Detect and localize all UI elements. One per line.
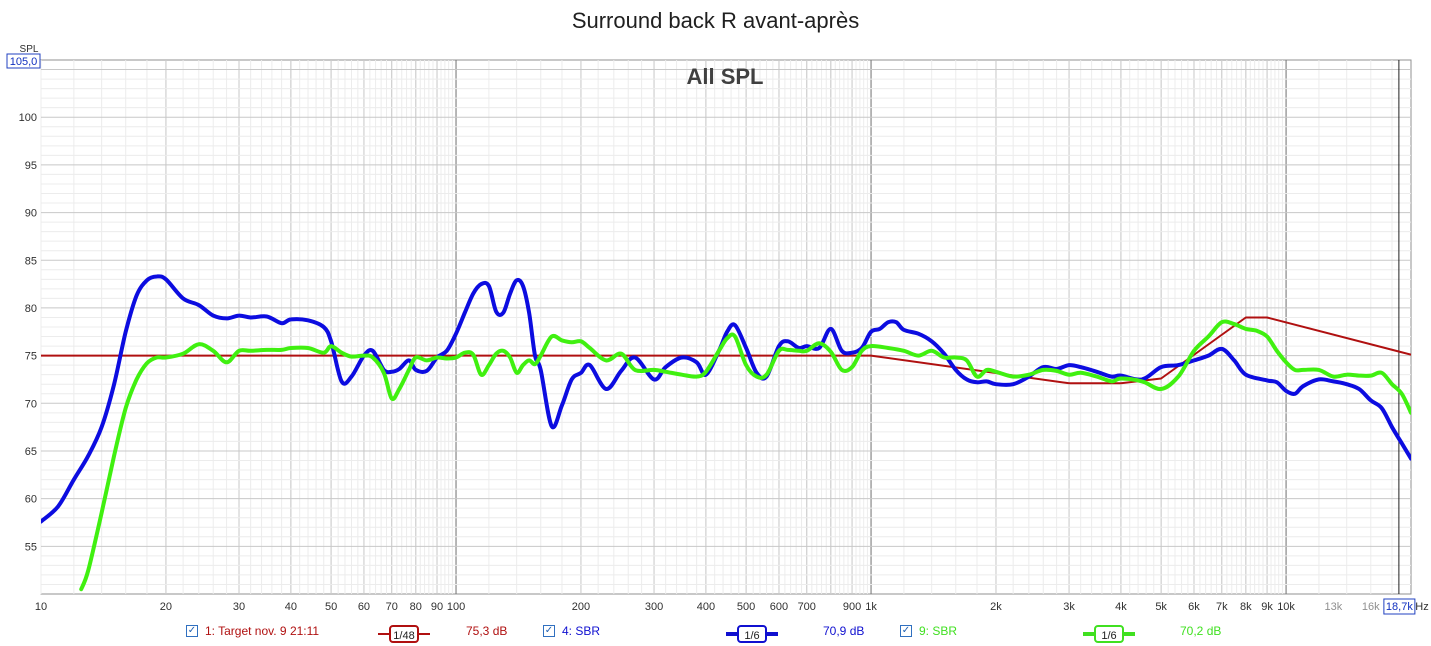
x-tick-label: 10k	[1277, 601, 1295, 613]
y-tick-label: 65	[25, 446, 37, 458]
legend-checkbox[interactable]: ✓	[186, 625, 198, 637]
legend-smoothing-swatch[interactable]: 1/6	[1083, 625, 1135, 643]
y-axis-label: SPL	[20, 44, 39, 55]
chart-watermark: All SPL	[686, 64, 763, 89]
x-tick-label: 200	[572, 601, 590, 613]
legend-smoothing-box	[389, 625, 419, 643]
y-tick-label: 55	[25, 541, 37, 553]
y-tick-label: 85	[25, 255, 37, 267]
legend-label: 1: Target nov. 9 21:11	[205, 624, 320, 638]
x-tick-label: 3k	[1063, 601, 1075, 613]
x-tick-label: 500	[737, 601, 755, 613]
legend-smoothing-box	[737, 625, 767, 643]
y-value-box-text: 105,0	[10, 56, 38, 68]
x-tick-label: 100	[447, 601, 465, 613]
y-tick-label: 90	[25, 208, 37, 220]
x-tick-label: 900	[843, 601, 861, 613]
x-tick-label: 7k	[1216, 601, 1228, 613]
legend-label: 9: SBR	[919, 624, 958, 638]
x-value-box-text: 18,7k	[1386, 601, 1413, 613]
x-tick-label: 13k	[1324, 601, 1342, 613]
x-tick-label: 40	[285, 601, 297, 613]
y-tick-label: 80	[25, 303, 37, 315]
x-tick-label: 90	[431, 601, 443, 613]
x-tick-label: 6k	[1188, 601, 1200, 613]
sbr-after-curve	[79, 319, 1411, 592]
y-tick-label: 75	[25, 351, 37, 363]
x-tick-label: 700	[798, 601, 816, 613]
x-tick-label: 50	[325, 601, 337, 613]
legend-checkbox[interactable]: ✓	[543, 625, 555, 637]
legend-checkbox[interactable]: ✓	[900, 625, 912, 637]
x-tick-label: 4k	[1115, 601, 1127, 613]
x-tick-label: 5k	[1155, 601, 1167, 613]
legend-level: 75,3 dB	[466, 624, 508, 638]
x-tick-label: 60	[358, 601, 370, 613]
legend-smoothing-text: 1/6	[1101, 630, 1116, 642]
x-tick-label: 400	[697, 601, 715, 613]
sbr-before-curve	[41, 274, 1411, 524]
x-tick-label: 8k	[1240, 601, 1252, 613]
legend-smoothing-swatch[interactable]: 1/6	[726, 625, 778, 643]
legend-label: 4: SBR	[562, 624, 601, 638]
legend-smoothing-text: 1/6	[744, 630, 759, 642]
x-tick-label: 9k	[1261, 601, 1273, 613]
x-tick-label: 30	[233, 601, 245, 613]
chart-title: Surround back R avant-après	[571, 8, 860, 33]
legend-smoothing-text: 1/48	[393, 630, 414, 642]
x-tick-label: 70	[386, 601, 398, 613]
x-tick-label: 10	[35, 601, 47, 613]
x-tick-label: 80	[410, 601, 422, 613]
legend-level: 70,2 dB	[1180, 624, 1222, 638]
series-layer	[41, 274, 1411, 592]
x-tick-label: 1k	[865, 601, 877, 613]
y-tick-label: 100	[19, 112, 37, 124]
x-tick-label: 2k	[990, 601, 1002, 613]
legend-level: 70,9 dB	[823, 624, 865, 638]
legend-smoothing-swatch[interactable]: 1/48	[378, 625, 430, 643]
x-tick-label: 300	[645, 601, 663, 613]
x-unit-label: Hz	[1415, 601, 1428, 613]
grid	[40, 59, 1412, 595]
y-tick-label: 70	[25, 398, 37, 410]
y-value-box	[6, 53, 41, 69]
y-tick-label: 60	[25, 494, 37, 506]
x-tick-label: 16k	[1362, 601, 1380, 613]
y-tick-label: 95	[25, 160, 37, 172]
x-tick-label: 20	[160, 601, 172, 613]
x-value-box	[1383, 598, 1416, 615]
x-tick-label: 600	[770, 601, 788, 613]
legend-smoothing-box	[1094, 625, 1124, 643]
